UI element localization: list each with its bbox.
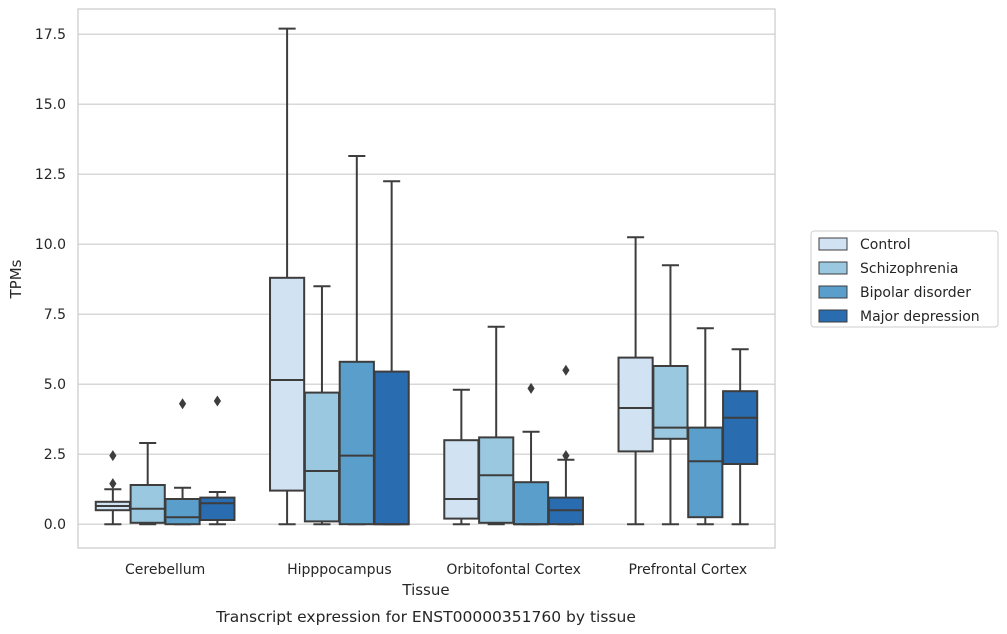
legend-label: Control: [860, 237, 911, 253]
box: [512, 481, 550, 526]
box: [338, 360, 375, 526]
legend-label: Schizophrenia: [860, 261, 958, 277]
box-plot: [164, 398, 201, 526]
box-plot: [652, 264, 689, 526]
box: [443, 439, 480, 520]
y-tick-label: 0.0: [44, 517, 66, 533]
x-axis-label: Tissue: [401, 581, 449, 599]
box-plot: [687, 327, 724, 526]
box: [687, 426, 724, 519]
box: [373, 370, 410, 526]
legend-swatch: [818, 285, 848, 299]
box-plot: [443, 388, 480, 526]
box-layer: [94, 27, 759, 526]
outlier-point: [178, 398, 187, 410]
box: [722, 390, 759, 466]
box-plot: [547, 364, 584, 526]
legend: Control Schizophrenia Bipolar disorder Majo…: [810, 230, 999, 328]
box-plot: [199, 395, 236, 526]
y-tick-label: 12.5: [35, 167, 66, 183]
outlier-point: [527, 382, 535, 394]
y-tick-label: 10.0: [35, 237, 66, 253]
grid-layer: [78, 33, 775, 525]
legend-swatch: [818, 309, 848, 323]
y-axis-ticks: 0.0 2.5 5.0 7.5 10.0 12.5 15.0 17.5: [35, 27, 66, 533]
outlier-point: [562, 364, 570, 376]
legend-label: Bipolar disorder: [860, 285, 971, 301]
x-tick-label: Hipppocampus: [287, 562, 392, 578]
box-plot: [512, 382, 550, 526]
box-plot: [303, 285, 341, 526]
legend-frame: [810, 230, 999, 328]
x-tick-label: Orbitofontal Cortex: [446, 562, 581, 578]
box-plot: [338, 155, 375, 526]
y-tick-label: 5.0: [44, 377, 66, 393]
x-axis-ticks: Cerebellum Hipppocampus Orbitofontal Corte…: [125, 562, 747, 578]
x-tick-label: Cerebellum: [125, 562, 205, 578]
y-tick-label: 7.5: [44, 307, 66, 323]
legend-swatch: [818, 261, 848, 275]
box: [199, 496, 236, 522]
legend-label: Major depression: [860, 309, 980, 325]
y-tick-label: 2.5: [44, 447, 66, 463]
box: [303, 391, 341, 523]
outlier-point: [109, 478, 117, 490]
y-tick-label: 17.5: [35, 27, 66, 43]
box-plot: [722, 348, 759, 526]
outlier-point: [562, 450, 570, 462]
y-tick-label: 15.0: [35, 97, 66, 113]
x-tick-label: Prefrontal Cortex: [629, 562, 748, 578]
box: [269, 276, 306, 492]
box: [164, 498, 201, 526]
box-plot: [94, 450, 131, 526]
figure-caption: Transcript expression for ENST0000035176…: [215, 608, 636, 626]
box-plot: [129, 442, 166, 526]
box-plot: [373, 180, 410, 526]
box: [478, 436, 515, 524]
outlier-point: [213, 395, 221, 407]
box-plot: [617, 236, 654, 526]
box: [617, 356, 654, 453]
outlier-point: [109, 450, 117, 462]
legend-swatch: [818, 237, 848, 251]
box-plot: [269, 27, 306, 526]
box-plot: [478, 325, 515, 526]
y-axis-label: TPMs: [7, 259, 25, 299]
plot-area-frame: [77, 8, 776, 549]
box: [129, 484, 166, 524]
